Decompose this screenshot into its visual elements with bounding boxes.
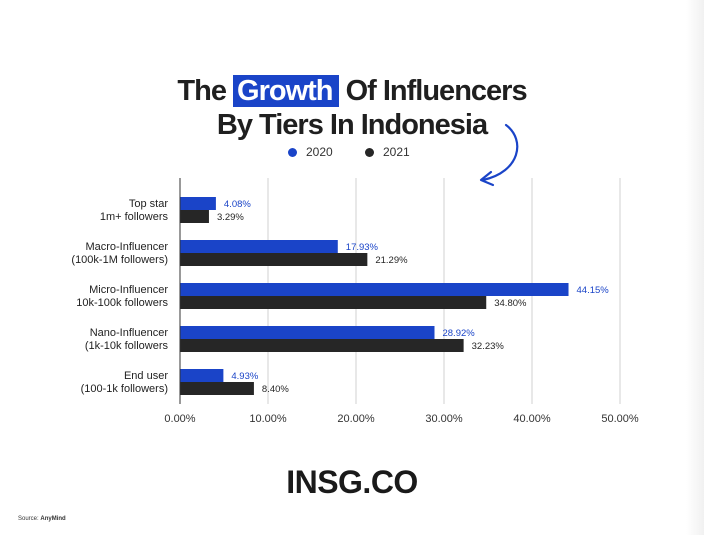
- x-tick-label: 20.00%: [337, 413, 375, 425]
- chart-title-line-1: The Growth Of Influencers: [0, 74, 704, 108]
- x-tick-label: 50.00%: [601, 413, 639, 425]
- legend-swatch-2021: [365, 147, 374, 157]
- bar-2021: [180, 253, 368, 266]
- data-label-2020: 4.08%: [224, 199, 251, 210]
- source-note: Source: AnyMind: [18, 516, 66, 522]
- data-label-2021: 21.29%: [375, 255, 408, 266]
- bar-2021: [180, 339, 464, 352]
- data-label-2020: 17.93%: [346, 242, 379, 253]
- bar-2020: [180, 369, 224, 382]
- data-label-2020: 28.92%: [442, 328, 475, 339]
- title-highlight: Growth: [233, 75, 339, 107]
- chart-title-line-2: By Tiers In Indonesia: [216, 109, 488, 141]
- arrow-head-icon: [479, 170, 495, 187]
- data-label-2021: 34.80%: [494, 298, 527, 309]
- category-label: End user (100-1k followers): [81, 370, 169, 395]
- x-tick-label: 40.00%: [513, 413, 551, 425]
- source-label: Source:: [18, 516, 39, 522]
- source-name: AnyMind: [40, 516, 66, 522]
- x-tick-label: 10.00%: [249, 413, 287, 425]
- legend-label-2021: 2021: [383, 145, 410, 159]
- insg-logo: INSG.CO: [286, 464, 418, 500]
- data-label-2021: 32.23%: [472, 341, 505, 352]
- data-label-2020: 44.15%: [577, 285, 610, 296]
- category-label: Top star 1m+ followers: [100, 198, 169, 223]
- category-label: Macro-Influencer (100k-1M followers): [71, 241, 168, 266]
- bar-2021: [180, 296, 487, 309]
- x-tick-label: 0.00%: [164, 413, 195, 425]
- data-label-2021: 3.29%: [217, 212, 244, 223]
- bar-2021: [180, 382, 254, 395]
- bar-2021: [180, 210, 209, 223]
- legend-item-2020: 2020: [288, 145, 333, 159]
- category-label: Nano-Influencer (1k-10k followers: [85, 327, 169, 352]
- legend-item-2021: 2021: [365, 145, 410, 159]
- legend-label-2020: 2020: [306, 145, 333, 159]
- bar-2020: [180, 283, 569, 296]
- legend: 2020 2021: [0, 145, 704, 161]
- x-tick-label: 30.00%: [425, 413, 463, 425]
- category-label: Micro-Influencer 10k-100k followers: [76, 284, 168, 309]
- bar-2020: [180, 240, 338, 253]
- data-label-2020: 4.93%: [231, 371, 258, 382]
- legend-swatch-2020: [288, 147, 297, 157]
- bar-2020: [180, 326, 435, 339]
- title-text-before: The: [177, 75, 234, 107]
- page-edge-shadow: [686, 0, 704, 535]
- title-text-after: Of Influencers: [338, 75, 528, 107]
- bar-2020: [180, 197, 216, 210]
- curved-arrow-icon: [481, 123, 519, 182]
- data-label-2021: 8.40%: [262, 384, 289, 395]
